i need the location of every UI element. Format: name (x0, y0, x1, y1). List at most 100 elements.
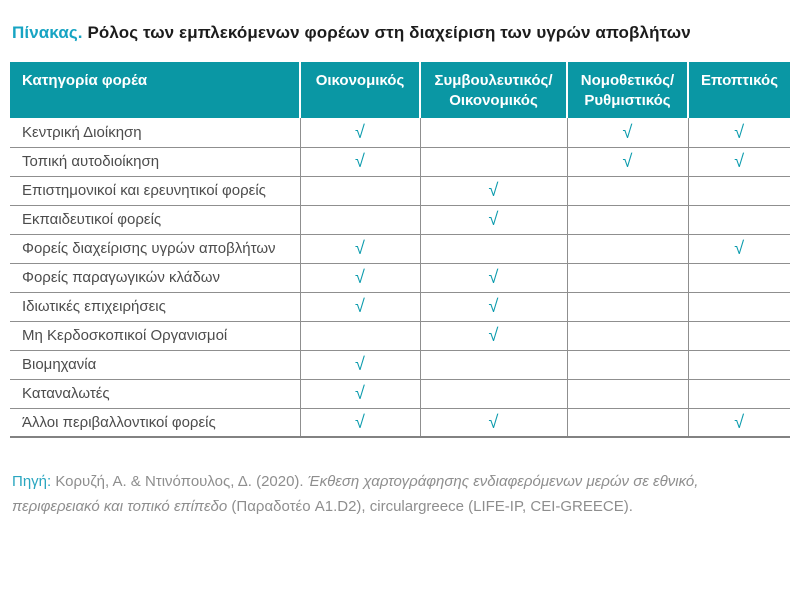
column-header-role: Οικονομικός (299, 62, 420, 118)
check-cell-checked: √ (419, 321, 567, 351)
roles-table: Κατηγορία φορέα Οικονομικός Συμβουλευτικός… (10, 62, 790, 438)
check-cell-checked: √ (299, 118, 420, 148)
check-cell-empty (419, 147, 567, 177)
check-cell-empty (687, 379, 790, 409)
row-label: Ιδιωτικές επιχειρήσεις (10, 292, 300, 322)
check-cell-empty (687, 263, 790, 293)
row-label: Καταναλωτές (10, 379, 300, 409)
table-row: Φορείς διαχείρισης υγρών αποβλήτων √ √ (10, 234, 790, 264)
check-cell-checked: √ (299, 379, 420, 409)
check-icon: √ (355, 121, 365, 142)
check-icon: √ (355, 354, 365, 374)
check-icon: √ (488, 411, 499, 432)
title-text: Ρόλος των εμπλεκόμενων φορέων στη διαχεί… (87, 23, 691, 42)
check-cell-checked: √ (419, 408, 567, 438)
check-cell-checked: √ (687, 118, 790, 148)
check-cell-empty (566, 408, 688, 438)
check-icon: √ (488, 209, 499, 229)
source-authors: Κορυζή, Α. & Ντινόπουλος, Δ. (2020). (55, 473, 304, 490)
row-label: Εκπαιδευτικοί φορείς (10, 205, 300, 235)
check-cell-empty (299, 205, 420, 235)
row-label: Φορείς διαχείρισης υγρών αποβλήτων (10, 234, 300, 264)
check-cell-checked: √ (299, 234, 420, 264)
check-icon: √ (734, 121, 745, 142)
check-cell-checked: √ (566, 118, 688, 148)
check-cell-empty (566, 379, 688, 409)
source-label: Πηγή: (12, 473, 52, 490)
table-row: Φορείς παραγωγικών κλάδων √ √ (10, 263, 790, 293)
check-cell-checked: √ (299, 408, 420, 438)
column-header-role: Νομοθετικός/ Ρυθμιστικός (566, 62, 688, 118)
check-cell-empty (419, 350, 567, 380)
check-icon: √ (355, 238, 365, 258)
check-icon: √ (622, 151, 633, 171)
source-note: Πηγή: Κορυζή, Α. & Ντινόπουλος, Δ. (2020… (12, 469, 774, 519)
check-icon: √ (355, 296, 365, 316)
table-head: Κατηγορία φορέα Οικονομικός Συμβουλευτικός… (10, 62, 790, 118)
check-icon: √ (488, 267, 499, 287)
check-cell-empty (419, 379, 567, 409)
table-body: Κεντρική Διοίκηση √ √ √ Τοπική αυτοδιοίκηση √… (10, 118, 790, 438)
check-icon: √ (622, 121, 633, 142)
column-header-role: Εποπτικός (687, 62, 790, 118)
check-icon: √ (355, 151, 365, 171)
check-cell-empty (566, 263, 688, 293)
table-row: Καταναλωτές √ (10, 379, 790, 409)
check-cell-empty (687, 350, 790, 380)
check-cell-checked: √ (419, 263, 567, 293)
table-row: Άλλοι περιβαλλοντικοί φορείς √ √ √ (10, 408, 790, 438)
table-header-row: Κατηγορία φορέα Οικονομικός Συμβουλευτικός… (10, 62, 790, 118)
column-header-category: Κατηγορία φορέα (10, 62, 300, 118)
check-cell-empty (419, 118, 567, 148)
check-cell-empty (687, 176, 790, 206)
check-cell-checked: √ (299, 263, 420, 293)
check-icon: √ (734, 151, 745, 171)
check-cell-checked: √ (687, 234, 790, 264)
check-cell-empty (419, 234, 567, 264)
check-icon: √ (355, 411, 365, 432)
check-cell-checked: √ (419, 205, 567, 235)
row-label: Μη Κερδοσκοπικοί Οργανισμοί (10, 321, 300, 351)
check-cell-checked: √ (687, 147, 790, 177)
table-row: Βιομηχανία √ (10, 350, 790, 380)
table-row: Επιστημονικοί και ερευνητικοί φορείς √ (10, 176, 790, 206)
table-row: Μη Κερδοσκοπικοί Οργανισμοί √ (10, 321, 790, 351)
source-publication: (Παραδοτέο A1.D2), circulargreece (LIFE-… (231, 498, 633, 515)
row-label: Τοπική αυτοδιοίκηση (10, 147, 300, 177)
source-work-title: Έκθεση χαρτογράφησης ενδιαφερόμενων μερώ… (12, 473, 699, 515)
check-icon: √ (355, 267, 365, 287)
page-title: Πίνακας. Ρόλος των εμπλεκόμενων φορέων σ… (12, 23, 790, 43)
row-label: Άλλοι περιβαλλοντικοί φορείς (10, 408, 300, 438)
check-cell-checked: √ (419, 176, 567, 206)
check-cell-checked: √ (299, 147, 420, 177)
table-row: Εκπαιδευτικοί φορείς √ (10, 205, 790, 235)
check-cell-empty (566, 176, 688, 206)
row-label: Επιστημονικοί και ερευνητικοί φορείς (10, 176, 300, 206)
check-cell-checked: √ (299, 350, 420, 380)
check-cell-empty (687, 321, 790, 351)
table-row: Κεντρική Διοίκηση √ √ √ (10, 118, 790, 148)
check-cell-checked: √ (566, 147, 688, 177)
check-cell-empty (299, 176, 420, 206)
check-cell-empty (566, 292, 688, 322)
check-icon: √ (488, 325, 499, 345)
check-cell-empty (566, 350, 688, 380)
check-cell-empty (299, 321, 420, 351)
check-icon: √ (355, 383, 365, 403)
check-icon: √ (734, 411, 745, 432)
check-icon: √ (488, 296, 499, 316)
check-icon: √ (488, 180, 499, 200)
check-icon: √ (734, 238, 745, 258)
check-cell-empty (687, 292, 790, 322)
row-label: Κεντρική Διοίκηση (10, 118, 300, 148)
check-cell-checked: √ (687, 408, 790, 438)
title-prefix: Πίνακας. (12, 23, 83, 42)
check-cell-checked: √ (419, 292, 567, 322)
table-row: Ιδιωτικές επιχειρήσεις √ √ (10, 292, 790, 322)
row-label: Βιομηχανία (10, 350, 300, 380)
check-cell-empty (566, 205, 688, 235)
column-header-role: Συμβουλευτικός/ Οικονομικός (419, 62, 567, 118)
check-cell-checked: √ (299, 292, 420, 322)
table-row: Τοπική αυτοδιοίκηση √ √ √ (10, 147, 790, 177)
page: Πίνακας. Ρόλος των εμπλεκόμενων φορέων σ… (0, 23, 800, 519)
